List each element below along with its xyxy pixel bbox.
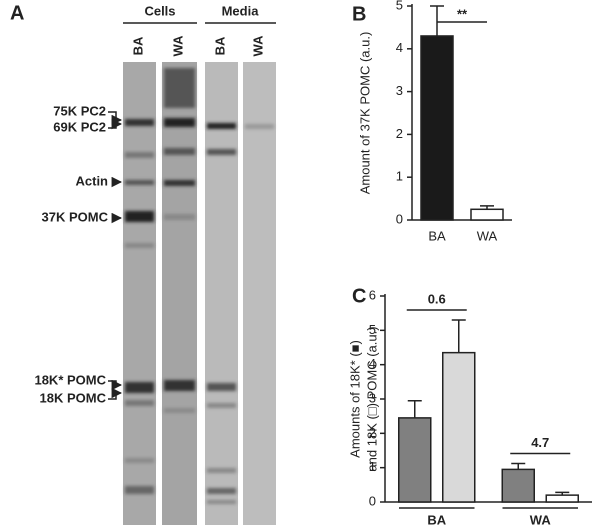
- bar: [545, 494, 579, 503]
- panel-label: B: [352, 3, 366, 25]
- y-axis-label: and 18K (□) POMC (a.u.): [364, 326, 379, 471]
- annotation: **: [457, 6, 468, 21]
- marker-label: 37K POMC: [42, 209, 109, 224]
- marker-label: 18K POMC: [40, 390, 107, 405]
- y-tick-label: 6: [369, 287, 376, 302]
- marker-arrows: [108, 111, 123, 400]
- error-bar: [407, 399, 422, 418]
- y-axis-label: Amount of 37K POMC (a.u.): [357, 32, 372, 195]
- y-tick-label: 4: [369, 356, 376, 371]
- error-bar: [511, 462, 526, 470]
- marker-label: Actin: [76, 173, 109, 188]
- y-tick-label: 5: [369, 322, 376, 337]
- x-tick-label: WA: [477, 228, 498, 243]
- y-tick-label: 3: [369, 390, 376, 405]
- y-axis-label: Amounts of 18K* (■): [347, 340, 362, 458]
- bar: [420, 35, 454, 221]
- lane-label: WA: [170, 35, 185, 57]
- y-tick-label: 0: [396, 211, 403, 226]
- group-title: Cells: [144, 3, 175, 18]
- lane-label: BA: [212, 36, 227, 55]
- bar: [470, 208, 504, 221]
- group-title: Media: [222, 3, 260, 18]
- error-bar: [451, 319, 466, 353]
- y-tick-label: 1: [369, 459, 376, 474]
- error-bar: [430, 5, 444, 36]
- marker-label: 18K* POMC: [34, 372, 106, 387]
- y-tick-label: 0: [369, 493, 376, 508]
- x-tick-label: BA: [427, 512, 446, 527]
- bar: [501, 468, 535, 503]
- x-tick-label: WA: [530, 512, 552, 527]
- y-tick-label: 2: [396, 126, 403, 141]
- panel-label: C: [352, 285, 366, 307]
- y-tick-label: 2: [369, 425, 376, 440]
- annotation: 4.7: [531, 435, 549, 450]
- panel-label: A: [10, 2, 24, 24]
- lane-label: BA: [130, 36, 145, 55]
- annotation: 0.6: [428, 291, 446, 306]
- x-tick-label: BA: [428, 228, 446, 243]
- y-tick-label: 4: [396, 40, 403, 55]
- y-tick-label: 5: [396, 0, 403, 12]
- lane-label: WA: [250, 35, 265, 57]
- error-bar: [480, 205, 494, 210]
- error-bar: [555, 491, 570, 496]
- y-tick-label: 3: [396, 83, 403, 98]
- marker-label: 69K PC2: [53, 119, 106, 134]
- y-tick-label: 1: [396, 169, 403, 184]
- gel-image: [123, 62, 276, 525]
- bar: [398, 417, 432, 503]
- bar: [442, 351, 476, 503]
- marker-label: 75K PC2: [53, 103, 106, 118]
